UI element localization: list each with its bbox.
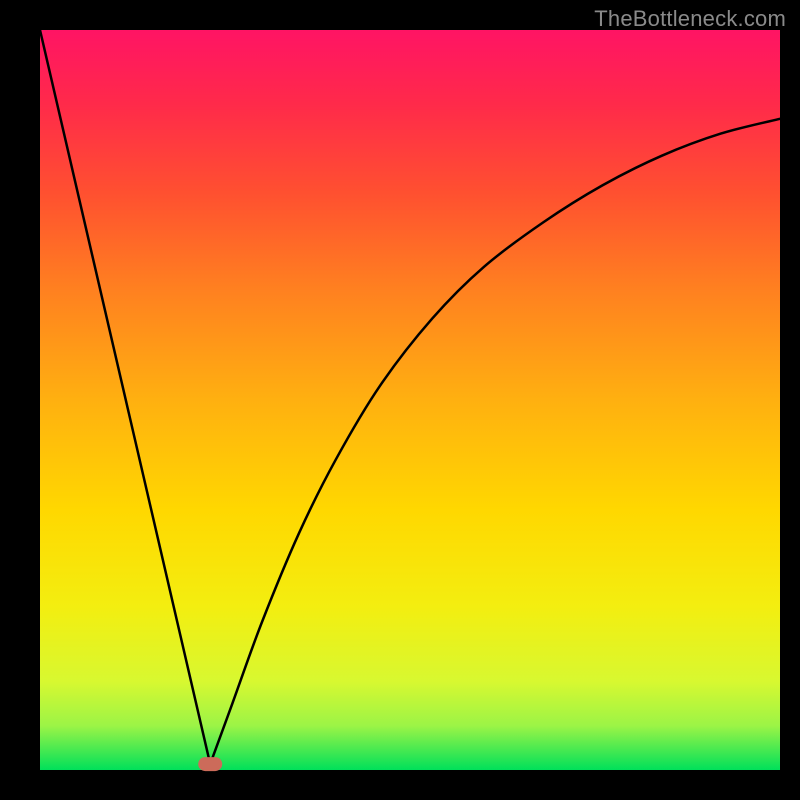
watermark-label: TheBottleneck.com <box>594 6 786 32</box>
curve-right-branch <box>210 119 780 764</box>
curve-left-branch <box>40 30 210 764</box>
chart-container: TheBottleneck.com <box>0 0 800 800</box>
minimum-marker <box>198 757 222 771</box>
plot-svg <box>0 0 800 800</box>
